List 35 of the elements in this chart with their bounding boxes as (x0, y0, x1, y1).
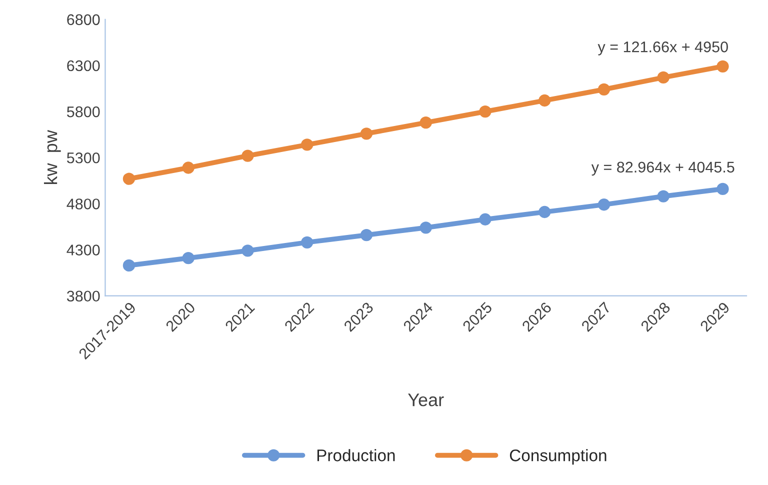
point (301, 138, 314, 151)
point (716, 60, 729, 72)
point (122, 172, 136, 185)
point (242, 244, 254, 257)
point (122, 259, 136, 272)
point (301, 236, 314, 248)
point (716, 182, 729, 196)
point (182, 162, 194, 174)
legend-label: Consumption (510, 449, 606, 465)
point (479, 105, 492, 118)
y-tick-label: 4300 (66, 244, 100, 256)
point (657, 190, 670, 202)
y-tick-label: 5800 (66, 106, 100, 118)
point (360, 228, 373, 242)
legend-label: Production (317, 449, 395, 462)
point (538, 94, 551, 107)
point (420, 222, 432, 234)
y-tick-label: 6300 (67, 60, 100, 72)
annotation: y = 121.66x + 4950 (598, 42, 728, 56)
y-tick-label: 3800 (66, 290, 100, 302)
point (598, 83, 610, 96)
point (360, 128, 373, 140)
point (479, 213, 492, 226)
x-axis-title: Year (408, 394, 444, 406)
point (182, 252, 194, 264)
y-tick-label: 5300 (66, 152, 100, 164)
y-axis-title: kw pw (44, 130, 61, 184)
annotation: y = 82.964x + 4045.5 (591, 162, 734, 176)
point (538, 206, 551, 218)
point (242, 150, 254, 162)
y-tick-label: 6800 (67, 14, 100, 26)
point (657, 71, 670, 84)
point (598, 198, 610, 211)
point (420, 116, 432, 129)
y-tick-label: 4800 (66, 198, 100, 210)
